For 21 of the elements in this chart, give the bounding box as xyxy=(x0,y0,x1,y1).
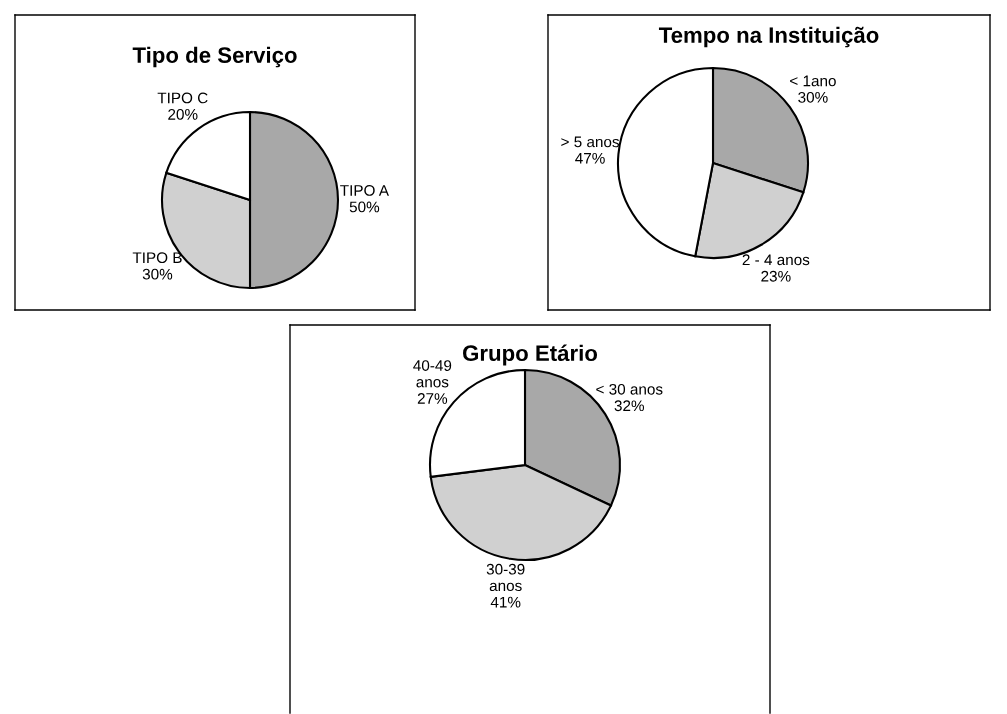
slice-label: 40-49 anos xyxy=(413,360,452,388)
data-label: 20% xyxy=(168,108,198,120)
chart-title: Tipo de Serviço xyxy=(132,46,297,68)
slice-label: TIPO B xyxy=(132,252,182,264)
data-label: 50% xyxy=(349,201,380,213)
data-label: 23% xyxy=(761,270,791,282)
slice-label: 2 - 4 anos xyxy=(742,254,810,266)
data-label: 47% xyxy=(575,152,605,164)
data-label: 41% xyxy=(490,596,521,608)
data-label: 30% xyxy=(142,268,173,280)
data-label: 27% xyxy=(417,393,448,404)
slice-label: < 1ano xyxy=(790,75,836,87)
data-label: 30% xyxy=(798,91,828,103)
slice-label: 30-39 anos xyxy=(486,563,525,592)
slice-label: TIPO A xyxy=(340,185,389,196)
chart-title: Grupo Etário xyxy=(463,344,598,366)
chart-title: Tempo na Instituição xyxy=(658,26,879,48)
slice-label: < 30 anos xyxy=(596,383,663,395)
slice-label: TIPO C xyxy=(157,92,208,104)
data-label: 32% xyxy=(614,400,645,412)
slice-label: > 5 anos xyxy=(561,136,620,148)
